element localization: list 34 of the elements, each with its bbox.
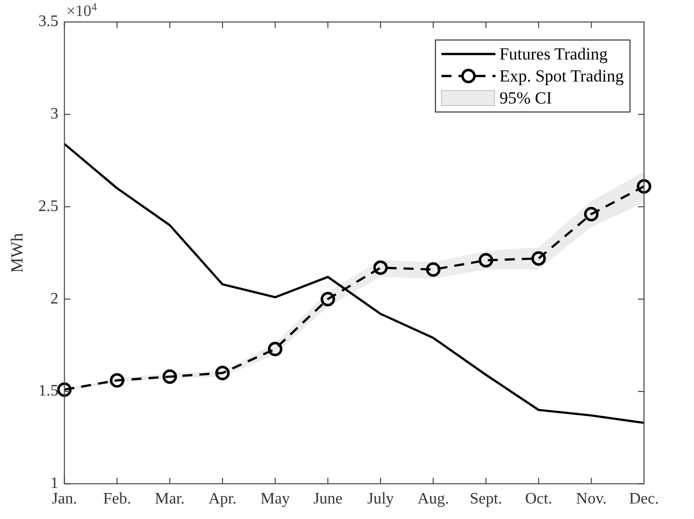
point <box>373 260 388 275</box>
x-tick-label: Oct. <box>525 490 552 508</box>
x-tick-label: Mar. <box>154 490 185 508</box>
y-tick-label: 2 <box>50 290 58 308</box>
point <box>531 251 546 266</box>
point <box>478 253 494 268</box>
point <box>57 382 72 397</box>
point <box>162 369 178 384</box>
x-tick-label: Apr. <box>208 490 236 508</box>
point <box>320 292 336 306</box>
legend-label: Exp. Spot Trading <box>499 66 624 86</box>
y-tick-label: 2.5 <box>38 198 58 215</box>
point <box>215 366 230 380</box>
x-tick-label: Feb. <box>103 490 132 508</box>
x-tick-label: Sept. <box>470 490 502 508</box>
legend-label: Futures Trading <box>499 44 608 64</box>
point <box>636 179 652 194</box>
y-axis-title: MWh <box>8 232 27 273</box>
annotation: 95% CI <box>499 88 552 108</box>
y-tick-label: 1 <box>50 475 58 492</box>
x-tick-label: June <box>313 490 343 508</box>
point <box>584 206 599 222</box>
point <box>268 342 282 356</box>
x-tick-label: Aug. <box>417 490 450 508</box>
point <box>110 373 124 388</box>
y-tick-label: 3.5 <box>38 13 58 30</box>
point <box>426 262 440 277</box>
x-tick-label: July <box>367 490 394 508</box>
y-tick-label: 3 <box>50 106 58 123</box>
y-tick-label: 1.5 <box>38 382 58 400</box>
x-tick-label: May <box>260 490 290 508</box>
x-tick-label: Nov. <box>576 490 607 508</box>
x-tick-label: Jan. <box>52 490 78 508</box>
x-tick-label: Dec. <box>629 490 659 508</box>
